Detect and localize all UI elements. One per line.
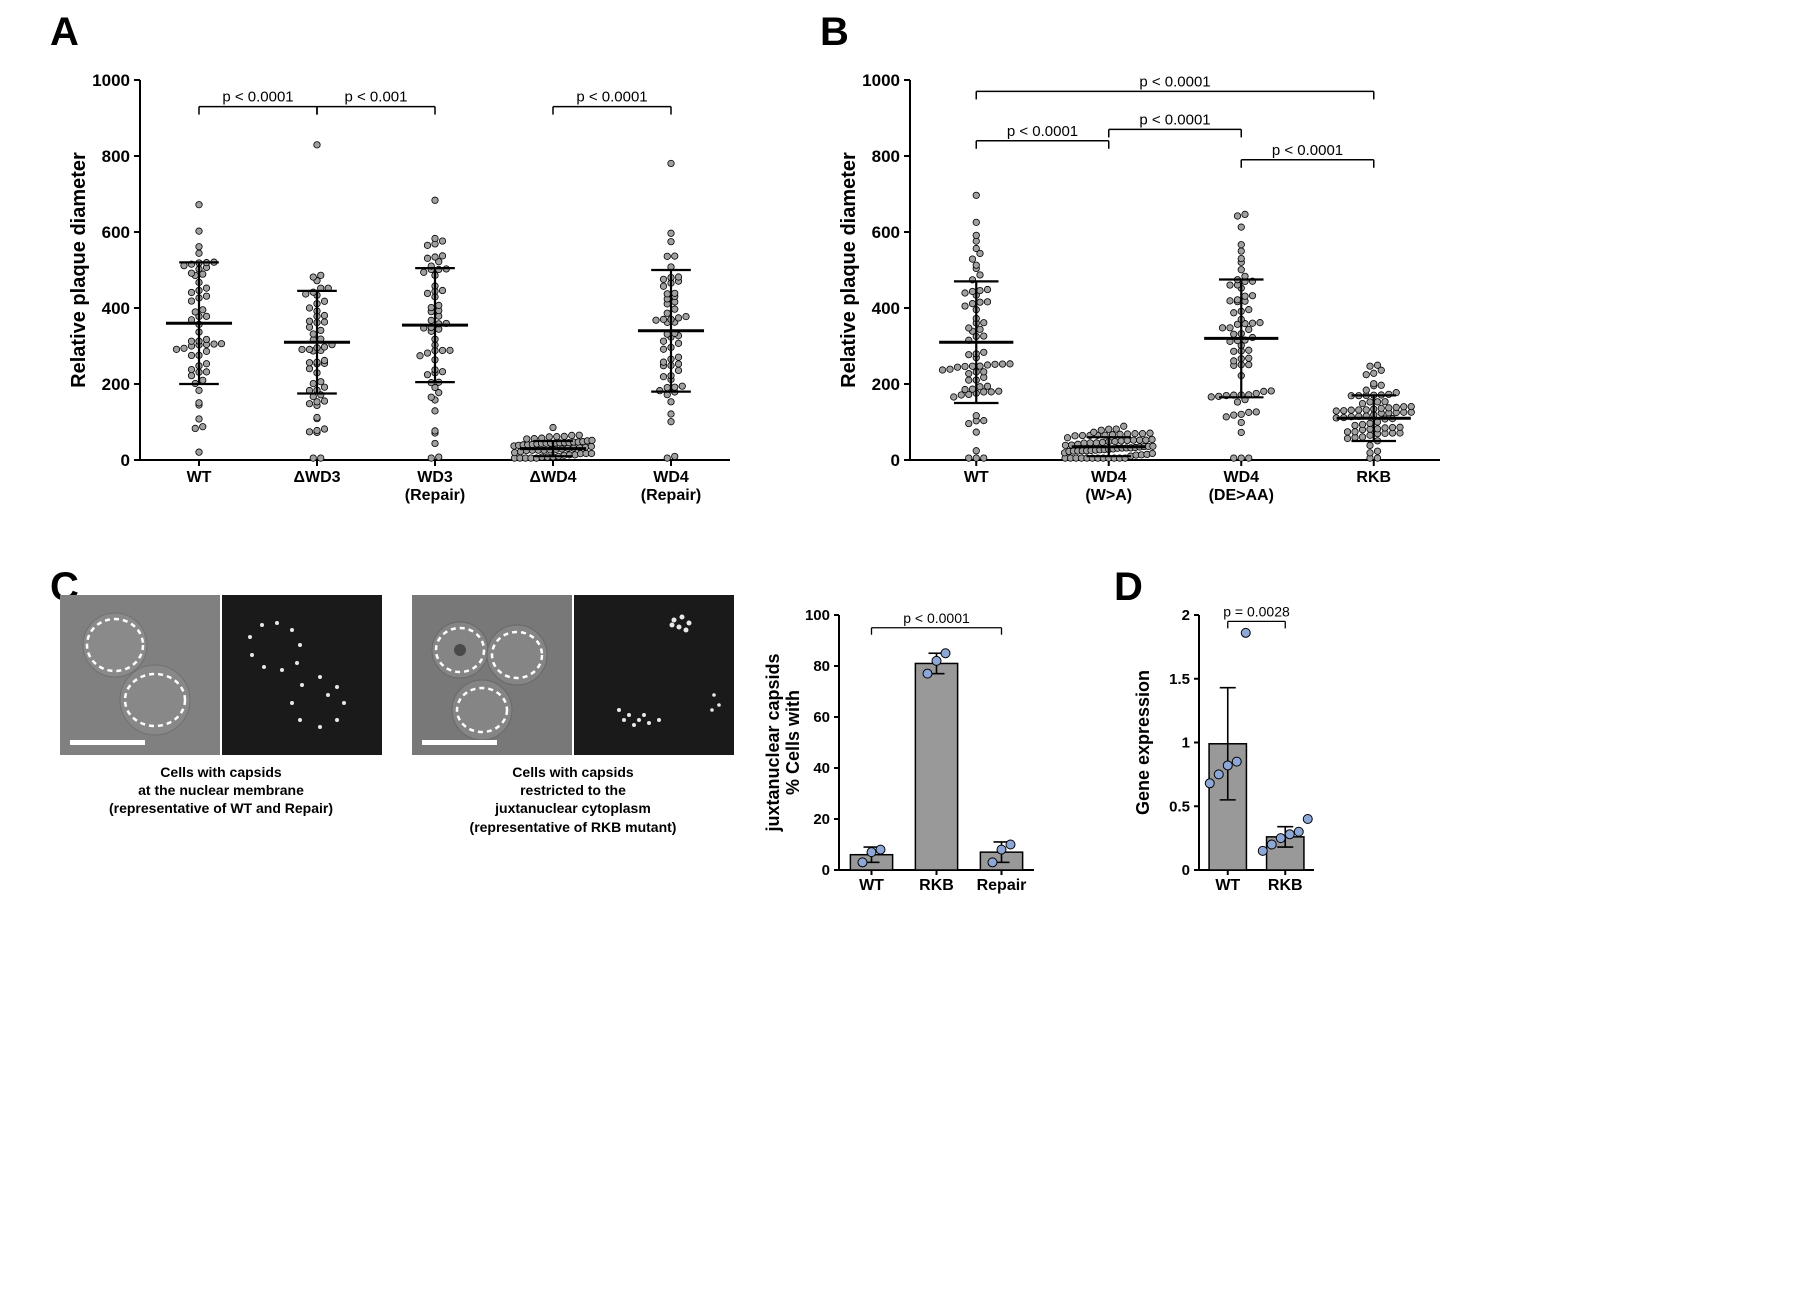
svg-text:WD3: WD3: [417, 469, 453, 486]
top-row: A 02004006008001000Relative plaque diame…: [20, 20, 1780, 535]
svg-text:200: 200: [872, 375, 900, 394]
svg-text:Relative plaque diameter: Relative plaque diameter: [68, 152, 90, 388]
panel-a-chart: 0 200 400 600 800 1000 Relative plaque diamete…: [60, 20, 740, 535]
svg-text:100: 100: [805, 607, 830, 624]
svg-text:RKB: RKB: [1356, 469, 1391, 486]
panel-c-barchart: 0 20 40 60 80 100 % Cells withjuxtanuclear cap…: [764, 575, 1044, 920]
svg-text:ΔWD4: ΔWD4: [529, 469, 576, 486]
svg-text:WT: WT: [964, 469, 989, 486]
micro-images-left: [60, 595, 382, 755]
svg-text:200: 200: [102, 375, 130, 394]
svg-text:(Repair): (Repair): [641, 487, 701, 504]
svg-text:RKB: RKB: [919, 877, 954, 894]
svg-text:80: 80: [813, 658, 830, 675]
panel-b: B 02004006008001000Relative plaque diame…: [830, 20, 1450, 535]
svg-text:20: 20: [813, 811, 830, 828]
svg-text:1.5: 1.5: [1169, 671, 1190, 688]
svg-text:600: 600: [872, 223, 900, 242]
svg-text:60: 60: [813, 709, 830, 726]
micro-images-right: [412, 595, 734, 755]
svg-text:juxtanuclear capsids: juxtanuclear capsids: [764, 653, 783, 832]
svg-text:0: 0: [822, 862, 830, 879]
svg-text:RKB: RKB: [1268, 877, 1303, 894]
svg-text:WT: WT: [1215, 877, 1240, 894]
micro-phase-right: [412, 595, 572, 755]
svg-text:800: 800: [102, 147, 130, 166]
svg-text:WD4: WD4: [1223, 469, 1259, 486]
svg-text:1000: 1000: [862, 71, 900, 90]
micro-pair-left: Cells with capsidsat the nuclear membran…: [60, 595, 382, 836]
svg-text:Repair: Repair: [977, 877, 1027, 894]
panel-a: A 02004006008001000Relative plaque diame…: [60, 20, 740, 535]
svg-text:p < 0.001: p < 0.001: [345, 89, 408, 106]
micro-caption-right: Cells with capsidsrestricted to thejuxta…: [470, 763, 677, 836]
svg-text:1000: 1000: [92, 71, 130, 90]
micro-caption-left: Cells with capsidsat the nuclear membran…: [109, 763, 333, 818]
svg-text:0: 0: [121, 451, 130, 470]
svg-text:(DE>AA): (DE>AA): [1209, 487, 1274, 504]
svg-text:800: 800: [872, 147, 900, 166]
panel-b-chart: 0 200 400 600 800 1000 Relative plaque diamete…: [830, 20, 1450, 535]
svg-text:WT: WT: [859, 877, 884, 894]
svg-text:p < 0.0001: p < 0.0001: [1272, 142, 1343, 159]
svg-text:p < 0.0001: p < 0.0001: [222, 89, 293, 106]
svg-text:p < 0.0001: p < 0.0001: [1139, 111, 1210, 128]
svg-text:p < 0.0001: p < 0.0001: [1139, 73, 1210, 90]
svg-text:Gene expression: Gene expression: [1133, 670, 1153, 815]
svg-text:400: 400: [872, 299, 900, 318]
svg-text:% Cells with: % Cells with: [783, 690, 803, 795]
micro-fluor-right: [574, 595, 734, 755]
svg-text:0.5: 0.5: [1169, 798, 1190, 815]
panel-d-chart: 0 0.5 1 1.5 2 Gene expression WT RKB p = 0.0028: [1124, 575, 1324, 920]
panel-c: C: [60, 575, 1044, 920]
microscopy-container: Cells with capsidsat the nuclear membran…: [60, 595, 734, 836]
micro-pair-right: Cells with capsidsrestricted to thejuxta…: [412, 595, 734, 836]
svg-text:1: 1: [1182, 735, 1190, 752]
svg-text:WD4: WD4: [1091, 469, 1127, 486]
svg-text:0: 0: [891, 451, 900, 470]
svg-text:p < 0.0001: p < 0.0001: [903, 610, 970, 626]
svg-text:ΔWD3: ΔWD3: [293, 469, 340, 486]
svg-text:Relative plaque diameter: Relative plaque diameter: [838, 152, 860, 388]
svg-text:(Repair): (Repair): [405, 487, 465, 504]
figure-container: A 02004006008001000Relative plaque diame…: [20, 20, 1780, 920]
svg-text:p < 0.0001: p < 0.0001: [1007, 123, 1078, 140]
svg-text:WT: WT: [187, 469, 212, 486]
svg-text:40: 40: [813, 760, 830, 777]
svg-text:WD4: WD4: [653, 469, 689, 486]
svg-text:600: 600: [102, 223, 130, 242]
svg-text:(W>A): (W>A): [1085, 487, 1132, 504]
svg-text:400: 400: [102, 299, 130, 318]
panel-d: D 00.511.52Gene expressionWTRKBp = 0.002…: [1124, 575, 1324, 920]
micro-phase-left: [60, 595, 220, 755]
bottom-row: C: [20, 575, 1780, 920]
svg-text:2: 2: [1182, 607, 1190, 624]
svg-text:p < 0.0001: p < 0.0001: [576, 89, 647, 106]
svg-text:p = 0.0028: p = 0.0028: [1223, 603, 1290, 619]
svg-text:0: 0: [1182, 862, 1190, 879]
micro-fluor-left: [222, 595, 382, 755]
